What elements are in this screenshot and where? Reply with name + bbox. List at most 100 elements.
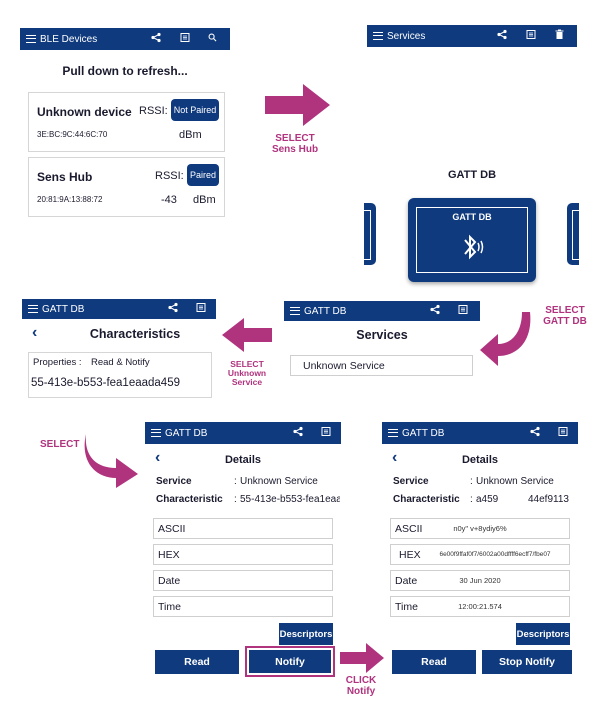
notify-button[interactable]: Notify bbox=[249, 650, 331, 673]
tile-label: GATT DB bbox=[452, 212, 492, 222]
hamburger-icon[interactable] bbox=[388, 429, 398, 437]
stop-notify-button[interactable]: Stop Notify bbox=[482, 650, 572, 674]
characteristics-heading: Characteristics bbox=[89, 327, 181, 341]
details-notifying-topbar: GATT DB bbox=[382, 422, 578, 444]
list-icon[interactable] bbox=[558, 427, 568, 440]
read-button[interactable]: Read bbox=[155, 650, 239, 674]
list-icon[interactable] bbox=[526, 30, 536, 43]
curved-arrow-icon bbox=[84, 434, 138, 488]
arrow-right-icon bbox=[265, 84, 330, 126]
rssi-value: -43 bbox=[161, 194, 177, 206]
search-icon[interactable] bbox=[208, 33, 217, 45]
chevron-left-icon[interactable]: ‹ bbox=[32, 324, 38, 341]
device-address: 3E:BC:9C:44:6C:70 bbox=[37, 130, 108, 139]
details-heading: Details bbox=[461, 454, 499, 466]
service-item-unknown[interactable]: Unknown Service bbox=[290, 355, 473, 376]
service-value: Unknown Service bbox=[240, 476, 318, 487]
device-name: Unknown device bbox=[37, 105, 132, 119]
read-button[interactable]: Read bbox=[392, 650, 476, 674]
trash-icon[interactable] bbox=[555, 29, 564, 43]
service-separator: : bbox=[234, 476, 237, 487]
service-value: Unknown Service bbox=[476, 476, 554, 487]
bluetooth-icon bbox=[464, 234, 484, 260]
ascii-field[interactable]: ASCII bbox=[153, 518, 333, 539]
service-label: Service bbox=[156, 476, 192, 487]
field-label: HEX bbox=[399, 548, 421, 561]
device-name: Sens Hub bbox=[37, 170, 93, 184]
field-label: Time bbox=[395, 600, 418, 613]
services-topbar: Services bbox=[367, 25, 577, 47]
service-name: Unknown Service bbox=[303, 359, 385, 372]
service-separator: : bbox=[470, 476, 473, 487]
share-icon[interactable] bbox=[430, 304, 440, 318]
hamburger-icon[interactable] bbox=[373, 32, 383, 40]
list-icon[interactable] bbox=[321, 427, 331, 440]
list-icon[interactable] bbox=[458, 305, 468, 318]
share-icon[interactable] bbox=[151, 32, 161, 46]
characteristic-value-a: a459 bbox=[476, 494, 499, 505]
topbar-title: GATT DB bbox=[304, 305, 347, 317]
device-address: 20:81:9A:13:88:72 bbox=[37, 195, 103, 204]
characteristic-uuid: 55-413e-b553-fea1eaada459 bbox=[31, 377, 180, 389]
descriptors-button[interactable]: Descriptors bbox=[279, 623, 333, 645]
descriptors-button[interactable]: Descriptors bbox=[516, 623, 570, 645]
device-card-unknown[interactable]: Unknown device RSSI: Not Paired 3E:BC:9C… bbox=[28, 92, 225, 152]
share-icon[interactable] bbox=[168, 302, 178, 316]
note-select-gatt-db: SELECT GATT DB bbox=[543, 305, 587, 327]
list-icon[interactable] bbox=[196, 303, 206, 316]
list-icon[interactable] bbox=[180, 33, 190, 46]
field-value: 12:00:21.574 bbox=[458, 602, 502, 611]
note-select-sens-hub: SELECT Sens Hub bbox=[271, 133, 319, 155]
hex-field[interactable]: HEX 6e00f9ffaf0f7/6002a00dffff6ecff7/fbe… bbox=[390, 544, 570, 565]
device-card-sens-hub[interactable]: Sens Hub RSSI: Paired 20:81:9A:13:88:72 … bbox=[28, 157, 225, 217]
topbar-title: GATT DB bbox=[402, 427, 445, 439]
details-topbar: GATT DB bbox=[145, 422, 341, 444]
services-list-topbar: GATT DB bbox=[284, 301, 480, 321]
hex-field[interactable]: HEX bbox=[153, 544, 333, 565]
note-select-unknown-service: SELECT Unknown Service bbox=[227, 359, 267, 387]
tile-left-partial[interactable] bbox=[364, 203, 376, 265]
hamburger-icon[interactable] bbox=[290, 307, 300, 315]
notify-highlight-frame bbox=[245, 646, 335, 677]
chevron-left-icon[interactable]: ‹ bbox=[392, 449, 398, 466]
field-label: ASCII bbox=[158, 522, 186, 535]
details-heading: Details bbox=[224, 454, 262, 466]
note-click-notify: CLICK Notify bbox=[345, 675, 377, 697]
share-icon[interactable] bbox=[530, 426, 540, 440]
field-label: Time bbox=[158, 600, 181, 613]
characteristic-item[interactable]: Properties : Read & Notify 55-413e-b553-… bbox=[28, 352, 212, 398]
not-paired-badge[interactable]: Not Paired bbox=[171, 99, 219, 121]
ascii-field[interactable]: ASCII n0y" v+8ydiy6% bbox=[390, 518, 570, 539]
chevron-left-icon[interactable]: ‹ bbox=[155, 449, 161, 466]
field-value: n0y" v+8ydiy6% bbox=[453, 524, 507, 533]
topbar-title: BLE Devices bbox=[40, 33, 98, 45]
characteristic-label: Characteristic bbox=[393, 494, 460, 505]
rssi-label: RSSI: bbox=[155, 170, 184, 182]
gatt-db-tile[interactable]: GATT DB bbox=[408, 198, 536, 282]
field-label: Date bbox=[395, 574, 418, 587]
share-icon[interactable] bbox=[497, 29, 507, 43]
share-icon[interactable] bbox=[293, 426, 303, 440]
characteristic-label: Characteristic bbox=[156, 494, 223, 505]
hamburger-icon[interactable] bbox=[26, 35, 36, 43]
ble-devices-topbar: BLE Devices bbox=[20, 28, 230, 50]
topbar-title: Services bbox=[387, 30, 426, 42]
arrow-left-icon bbox=[222, 318, 272, 352]
paired-badge[interactable]: Paired bbox=[187, 164, 219, 186]
hamburger-icon[interactable] bbox=[28, 305, 38, 313]
date-field[interactable]: Date 30 Jun 2020 bbox=[390, 570, 570, 591]
topbar-title: GATT DB bbox=[165, 427, 208, 439]
service-label: Service bbox=[393, 476, 429, 487]
characteristic-value-b: 44ef9113 bbox=[528, 494, 569, 505]
field-value: 6e00f9ffaf0f7/6002a00dffff6ecff7/fbe07 bbox=[439, 551, 551, 558]
time-field[interactable]: Time 12:00:21.574 bbox=[390, 596, 570, 617]
note-select: SELECT bbox=[40, 439, 80, 450]
characteristic-value: 55-413e-b553-fea1eaa bbox=[240, 494, 340, 505]
rssi-unit: dBm bbox=[193, 194, 216, 206]
refresh-hint: Pull down to refresh... bbox=[62, 64, 188, 78]
time-field[interactable]: Time bbox=[153, 596, 333, 617]
tile-right-partial[interactable] bbox=[567, 203, 579, 265]
hamburger-icon[interactable] bbox=[151, 429, 161, 437]
arrow-right-icon bbox=[340, 643, 384, 673]
date-field[interactable]: Date bbox=[153, 570, 333, 591]
